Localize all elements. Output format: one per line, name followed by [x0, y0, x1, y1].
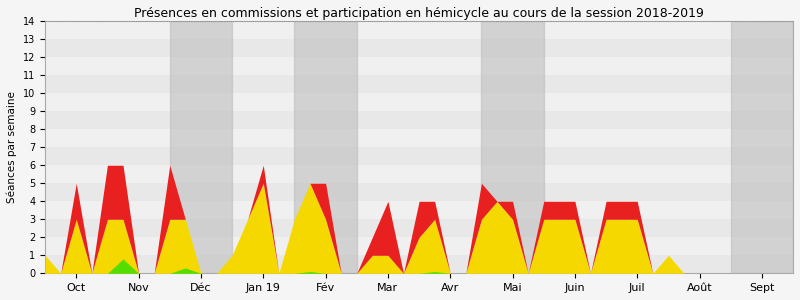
- Bar: [45, 201, 793, 219]
- Bar: [482, 21, 544, 273]
- Bar: [45, 165, 793, 183]
- Bar: [45, 255, 793, 273]
- Bar: [45, 39, 793, 57]
- Bar: [45, 57, 793, 75]
- Bar: [294, 21, 357, 273]
- Bar: [730, 21, 793, 273]
- Bar: [45, 21, 793, 39]
- Bar: [170, 21, 232, 273]
- Bar: [45, 219, 793, 237]
- Title: Présences en commissions et participation en hémicycle au cours de la session 20: Présences en commissions et participatio…: [134, 7, 704, 20]
- Bar: [45, 75, 793, 93]
- Bar: [45, 237, 793, 255]
- Bar: [45, 93, 793, 111]
- Bar: [45, 129, 793, 147]
- Bar: [45, 111, 793, 129]
- Bar: [45, 183, 793, 201]
- Bar: [45, 147, 793, 165]
- Y-axis label: Séances par semaine: Séances par semaine: [7, 91, 18, 203]
